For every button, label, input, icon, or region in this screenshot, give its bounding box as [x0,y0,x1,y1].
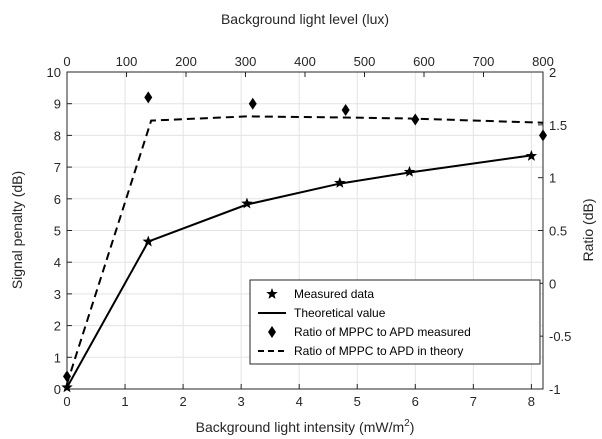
legend-label: Ratio of MPPC to APD measured [294,325,471,339]
x-tick-label: 2 [179,394,186,409]
top-tick-label: 800 [532,54,554,69]
left-tick-label: 10 [47,65,61,80]
x-tick-label: 6 [412,394,419,409]
left-tick-label: 0 [54,382,61,397]
data-point-diamond [411,113,420,126]
left-tick-label: 9 [54,97,61,112]
right-tick-label: 2 [549,65,556,80]
data-series [61,91,547,393]
left-tick-label: 8 [54,128,61,143]
legend-label: Measured data [294,287,374,301]
data-point-star [61,381,73,393]
left-tick-label: 3 [54,287,61,302]
x-axis-title-superscript: 2 [404,418,410,429]
data-point-star [403,165,416,177]
legend-label: Theoretical value [294,306,386,320]
top-tick-label: 400 [294,54,316,69]
top-tick-label: 100 [116,54,138,69]
x-tick-label: 3 [238,394,245,409]
bottom-tick-labels: 0 1 2 3 4 5 6 7 8 [63,394,535,409]
x-tick-label: 1 [121,394,128,409]
right-axis-title: Ratio (dB) [580,198,596,261]
top-tick-labels: 0 100 200 300 400 500 600 700 800 [63,54,553,69]
right-tick-label: 0 [549,276,556,291]
data-point-star [241,197,253,209]
x-tick-label: 7 [470,394,477,409]
data-point-diamond [341,104,350,117]
series-line [66,154,532,388]
right-tick-label: 1.5 [549,118,567,133]
data-point-diamond [248,97,257,110]
legend-label: Ratio of MPPC to APD in theory [294,344,463,358]
left-tick-label: 6 [54,192,61,207]
series-1 [66,154,532,388]
right-tick-label: 0.5 [549,224,567,239]
left-tick-label: 2 [54,319,61,334]
data-point-diamond [63,370,71,383]
right-tick-label: -0.5 [549,329,571,344]
legend-marker-diamond [268,326,276,338]
right-tick-label: 1 [549,171,556,186]
x-axis-title-suffix: ) [410,419,415,435]
x-tick-label: 4 [296,394,303,409]
data-point-star [142,235,154,247]
x-tick-label: 0 [63,394,70,409]
x-tick-label: 5 [354,394,361,409]
series-line [66,115,544,385]
axis-ticks [66,71,544,390]
right-tick-label: -1 [549,382,561,397]
top-tick-label: 300 [235,54,257,69]
legend: Measured data Theoretical value Ratio of M… [249,279,541,365]
left-tick-label: 5 [54,224,61,239]
x-axis-title: Background light intensity (mW/m2) [196,418,415,435]
top-tick-label: 0 [63,54,70,69]
top-axis-title: Background light level (lux) [221,11,389,27]
data-point-diamond [144,91,153,104]
left-tick-label: 7 [54,160,61,175]
top-tick-label: 700 [473,54,495,69]
x-tick-label: 8 [528,394,535,409]
top-tick-label: 200 [175,54,197,69]
top-tick-label: 600 [413,54,435,69]
left-tick-label: 4 [54,255,61,270]
data-point-star [334,176,346,188]
x-axis-title-main: Background light intensity (mW/m [196,419,405,435]
data-point-star [525,150,538,161]
series-0 [61,150,538,393]
legend-marker-star [266,288,278,299]
data-point-diamond [539,129,547,142]
left-tick-labels: 0 1 2 3 4 5 6 7 8 9 10 [47,65,61,397]
legend-box [249,279,541,365]
series-3 [66,115,544,385]
left-axis-title: Signal penalty (dB) [9,171,25,289]
top-tick-label: 500 [354,54,376,69]
series-2 [63,91,547,383]
right-tick-labels: -1 -0.5 0 0.5 1 1.5 2 [549,65,571,397]
left-tick-label: 1 [54,350,61,365]
